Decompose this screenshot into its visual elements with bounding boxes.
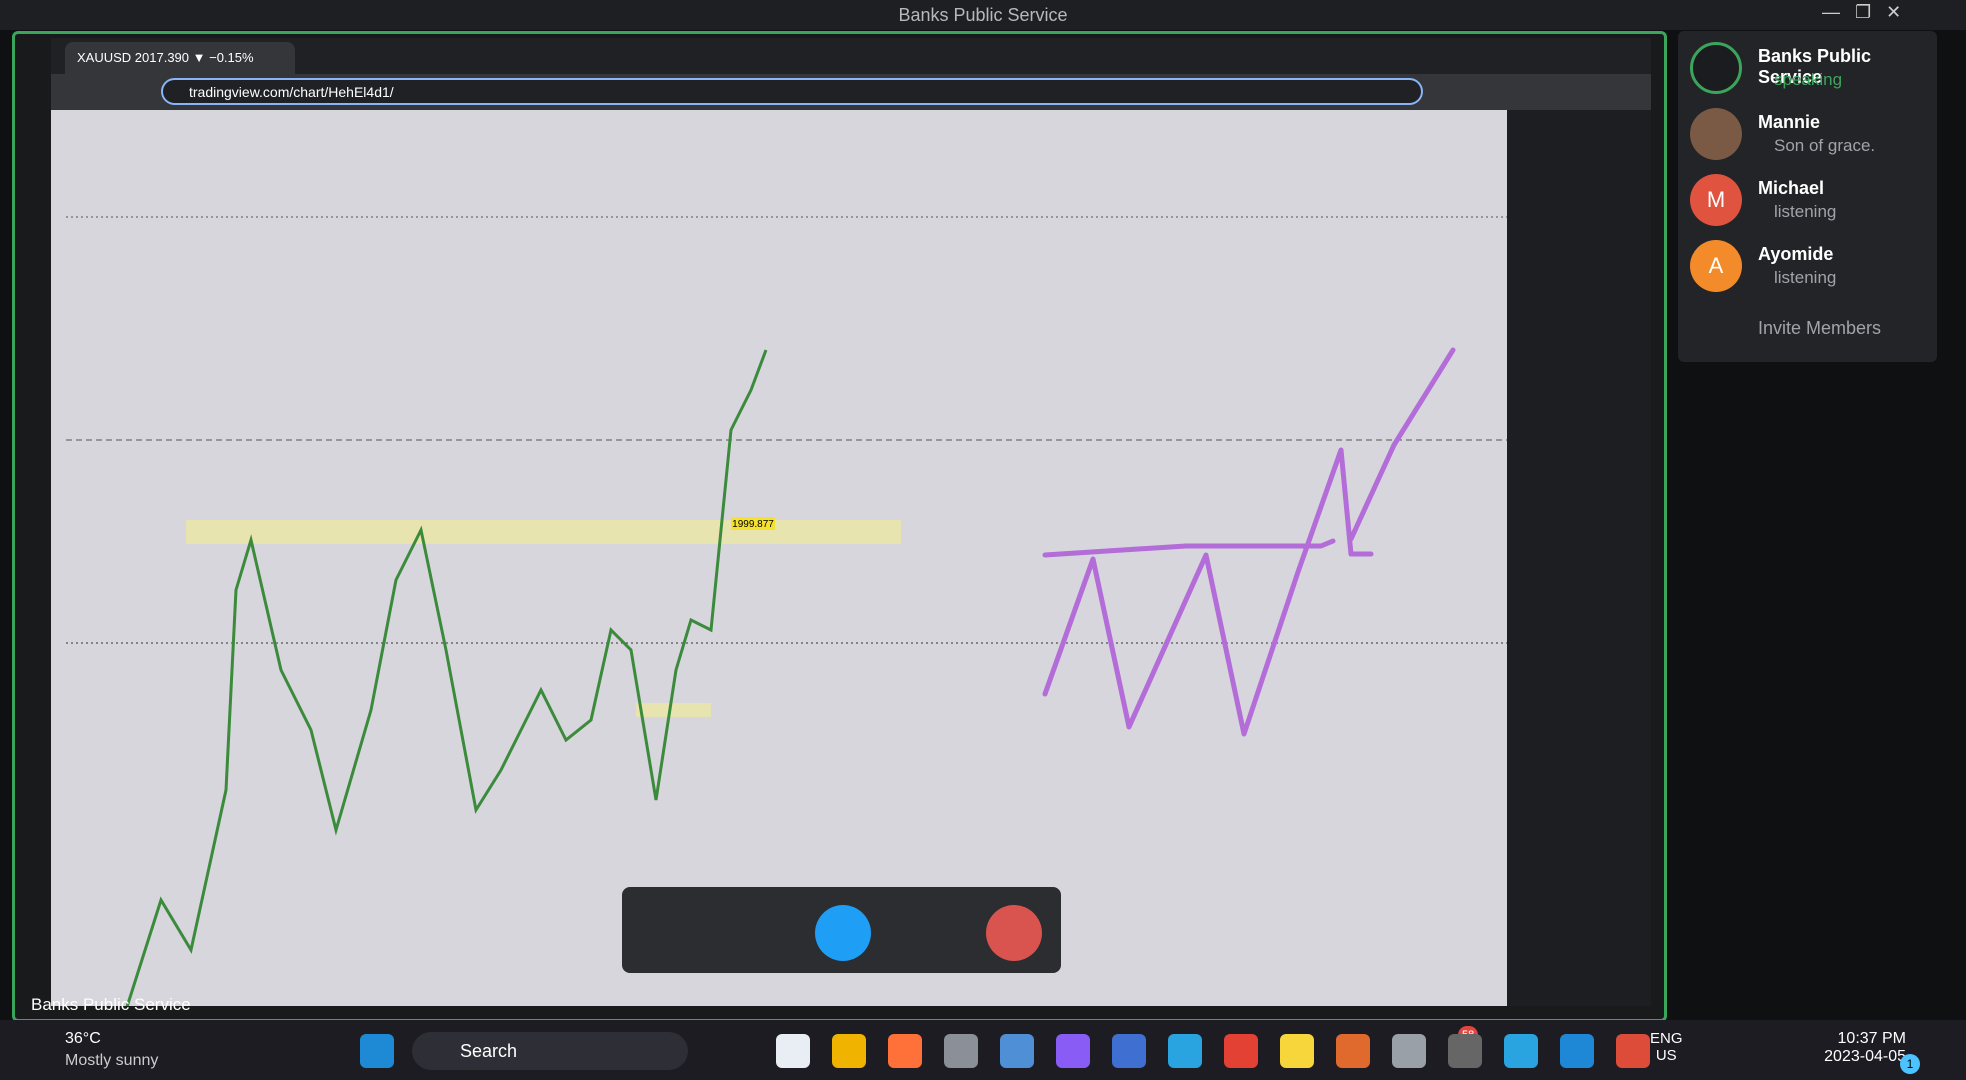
price-candles [125,349,768,1006]
browser-tab[interactable]: XAUUSD 2017.390 ▼ −0.15% [65,42,295,74]
clock[interactable]: 10:37 PM 2023-04-05 [1806,1030,1906,1066]
drawing [1042,347,1456,737]
participant[interactable]: Banks Public Service speaking [1690,42,1930,102]
taskbar-icon[interactable] [1112,1034,1146,1068]
tab-strip: XAUUSD 2017.390 ▼ −0.15% [51,38,1651,74]
taskbar-icon[interactable] [1280,1034,1314,1068]
taskbar-icon[interactable] [1056,1034,1090,1068]
avatar [1690,108,1742,160]
participant-status: Son of grace. [1774,136,1876,155]
taskbar-icon[interactable] [1168,1034,1202,1068]
taskbar-icon[interactable] [1336,1034,1370,1068]
hang-up-button[interactable] [986,905,1042,961]
window-controls[interactable]: — ❐ ✕ [1822,2,1902,22]
price-label: 1999.877 [732,519,774,530]
taskbar-icon[interactable] [1616,1034,1650,1068]
participant[interactable]: A Ayomide listening [1690,240,1930,300]
taskbar-icon[interactable] [944,1034,978,1068]
screen-share: XAUUSD 2017.390 ▼ −0.15% tradingview.com… [12,31,1667,1022]
participant-name: Banks Public Service [1758,46,1872,87]
share-screen-button[interactable] [642,905,698,961]
search-box[interactable]: Search [412,1032,688,1070]
participant-status: speaking [1774,70,1843,89]
taskbar: 36°C Mostly sunny Search ENG US 10:37 PM 2… [0,1020,1966,1080]
avatar [1690,42,1742,94]
taskbar-icon[interactable] [1560,1034,1594,1068]
participant-name: Mannie [1758,112,1821,132]
price-tag [731,517,775,530]
camera-button[interactable] [728,905,784,961]
participant-status: listening [1774,268,1837,287]
avatar: A [1690,240,1742,292]
taskbar-icon[interactable] [888,1034,922,1068]
taskbar-icon[interactable] [1504,1034,1538,1068]
language[interactable]: ENG US [1650,1030,1683,1064]
watchlist [1507,110,1651,1006]
participant-name: Michael [1758,178,1825,198]
share-label: Banks Public Service [31,995,191,1014]
mute-button[interactable] [815,905,871,961]
date: 2023-04-05 [1824,1048,1906,1065]
address-bar[interactable]: tradingview.com/chart/HehEl4d1/ [161,78,1423,105]
taskbar-icon[interactable] [832,1034,866,1068]
region: US [1655,1047,1677,1064]
taskbar-icon[interactable] [360,1034,394,1068]
taskbar-icon[interactable] [1000,1034,1034,1068]
weather: Mostly sunny [65,1052,159,1069]
lang: ENG [1650,1030,1683,1047]
settings-button[interactable] [901,905,957,961]
notification-badge[interactable]: 1 [1900,1054,1920,1074]
taskbar-icon[interactable] [1392,1034,1426,1068]
participant[interactable]: Mannie Son of grace. [1690,108,1930,168]
title-bar: Banks Public Service — ❐ ✕ [0,0,1966,30]
participant[interactable]: M Michael listening [1690,174,1930,234]
taskbar-icon[interactable] [776,1034,810,1068]
chart-bg [51,110,1651,1006]
zone [186,520,901,544]
chart-view: 1999.877 [51,110,1651,1006]
window-title: Banks Public Service [898,5,1068,25]
call-controls [622,887,1061,973]
participant-name: Ayomide [1758,244,1834,264]
taskbar-icon[interactable] [1224,1034,1258,1068]
taskbar-icon[interactable] [1448,1034,1482,1068]
avatar: M [1690,174,1742,226]
time: 10:37 PM [1837,1030,1906,1047]
toolbar: tradingview.com/chart/HehEl4d1/ [51,74,1651,110]
zone [636,703,711,717]
temperature: 36°C [65,1030,101,1047]
participant-status: listening [1774,202,1837,221]
invite-members[interactable]: Invite Members [1758,318,1882,338]
